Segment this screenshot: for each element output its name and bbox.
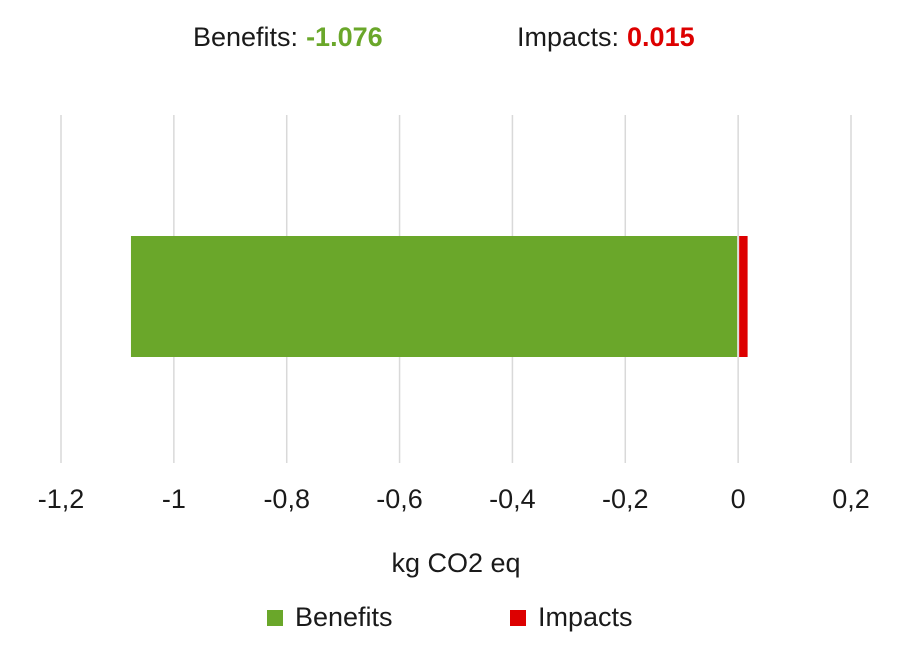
- legend-swatch-impacts: [510, 609, 526, 626]
- x-axis-title: kg CO2 eq: [391, 548, 520, 578]
- legend-swatch-benefits: [267, 609, 283, 626]
- chart-legend: Benefits Impacts: [0, 602, 910, 638]
- x-tick-label: -0,6: [376, 484, 423, 514]
- x-tick-label: -1: [162, 484, 186, 514]
- legend-item-impacts: Impacts: [510, 602, 633, 633]
- legend-label-impacts: Impacts: [538, 602, 633, 632]
- impacts-summary-value: 0.015: [627, 22, 695, 52]
- x-tick-label: 0: [731, 484, 746, 514]
- x-tick-label: -0,8: [263, 484, 310, 514]
- benefits-summary-label: Benefits:: [193, 22, 299, 52]
- summary-header: Benefits: -1.076 Impacts: 0.015: [0, 22, 910, 62]
- x-tick-label: 0,2: [832, 484, 870, 514]
- x-tick-label: -1,2: [38, 484, 85, 514]
- bar-benefits: [130, 236, 738, 357]
- legend-item-benefits: Benefits: [267, 602, 393, 633]
- impacts-summary-label: Impacts:: [517, 22, 620, 52]
- impacts-summary: Impacts: 0.015: [517, 22, 695, 53]
- bar-impacts: [739, 236, 748, 357]
- benefits-summary-value: -1.076: [306, 22, 383, 52]
- x-tick-label: -0,4: [489, 484, 536, 514]
- x-tick-label: -0,2: [602, 484, 649, 514]
- legend-label-benefits: Benefits: [295, 602, 393, 632]
- benefits-summary: Benefits: -1.076: [193, 22, 383, 53]
